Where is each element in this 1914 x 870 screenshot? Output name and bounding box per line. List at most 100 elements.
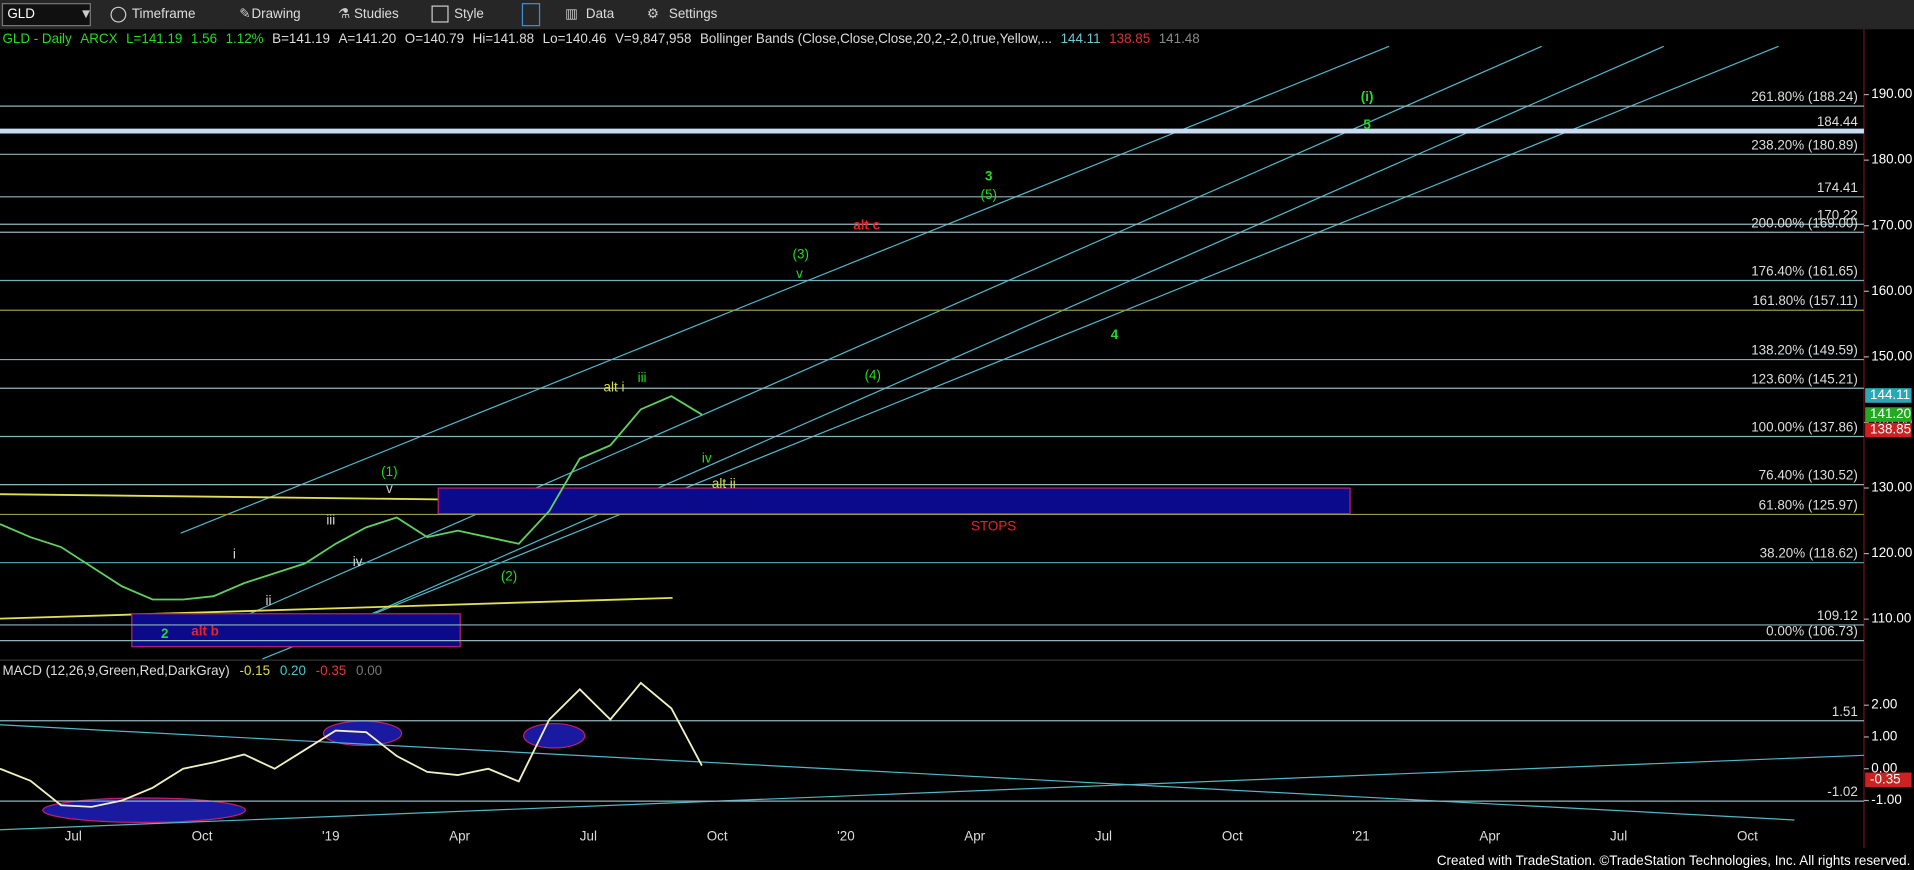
y-tick-label: -1.00 (1871, 792, 1902, 807)
y-tick-label: 1.00 (1871, 729, 1897, 744)
drawing-button[interactable]: Drawing (251, 6, 300, 21)
x-tick-label: Apr (1479, 829, 1500, 844)
wave-label: alt c (853, 217, 880, 232)
price-tag-label: 141.20 (1870, 406, 1911, 421)
studies-button[interactable]: Studies (354, 6, 399, 21)
wave-label: (1) (381, 464, 397, 479)
x-tick-label: Apr (449, 829, 470, 844)
macd-trend-line (0, 724, 1795, 821)
x-tick-label: '19 (322, 829, 339, 844)
wave-label: (4) (865, 367, 881, 382)
price-tag (1865, 388, 1912, 403)
level-label: 161.80% (157.11) (1752, 293, 1858, 308)
wave-label: i (233, 547, 236, 562)
timeframe-icon (110, 6, 127, 23)
level-label: 174.41 (1817, 180, 1858, 195)
x-tick-label: Oct (1222, 829, 1243, 844)
wave-label: 5 (1363, 117, 1371, 132)
macd-line (0, 681, 703, 808)
x-tick-label: Oct (1737, 829, 1758, 844)
level-label: 123.60% (145.21) (1751, 371, 1858, 386)
level-label: 100.00% (137.86) (1751, 419, 1858, 434)
timeframe-button[interactable]: Timeframe (132, 6, 196, 21)
header-item: L=141.19 (126, 31, 182, 46)
wave-label: alt ii (712, 476, 736, 491)
header-item: A=141.20 (338, 31, 396, 46)
header-item: GLD - Daily (2, 31, 72, 46)
data-icon: ▥ (565, 6, 578, 21)
x-tick-label: Jul (1095, 829, 1112, 844)
wave-label: alt i (604, 380, 625, 395)
header-item: 138.85 (1109, 31, 1150, 46)
x-tick-label: '21 (1352, 829, 1369, 844)
trend-line (0, 596, 673, 620)
study-header: MACD (12,26,9,Green,Red,DarkGray) -0.15 0.… (2, 663, 382, 678)
level-label: 238.20% (180.89) (1751, 137, 1858, 152)
toolbar (0, 0, 1914, 30)
drawing-icon: ✎ (239, 6, 250, 21)
wave-label: ii (266, 593, 272, 608)
header-item: Hi=141.88 (473, 31, 535, 46)
study-readout: 0.20 (280, 663, 306, 678)
studies-icon: ⚗ (338, 6, 350, 21)
y-tick-label: 160.00 (1871, 283, 1912, 298)
wave-label: 4 (1111, 327, 1119, 342)
wave-label: v (796, 266, 803, 281)
y-tick-label: 120.00 (1871, 545, 1912, 560)
header-item: 1.12% (226, 31, 264, 46)
header-item: Lo=140.46 (543, 31, 607, 46)
wave-label: iii (638, 370, 647, 385)
level-label: 200.00% (169.00) (1751, 215, 1858, 230)
wave-label: 2 (161, 626, 168, 641)
channel-line (262, 45, 1779, 660)
level-label: -1.02 (1827, 784, 1858, 799)
level-label: 138.20% (149.59) (1751, 343, 1858, 358)
study-readout: 0.00 (356, 663, 382, 678)
level-label: 261.80% (188.24) (1751, 89, 1858, 104)
study-readout: -0.35 (316, 663, 347, 678)
footer: Created with TradeStation. ©TradeStation… (1437, 853, 1910, 868)
level-label: 61.80% (125.97) (1759, 497, 1858, 512)
header-item: Bollinger Bands (Close,Close,Close,20,2,… (700, 31, 1052, 46)
y-tick-label: 2.00 (1871, 697, 1897, 712)
wave-label: iv (702, 450, 712, 465)
wave-label: (i) (1361, 89, 1374, 104)
wave-label: 3 (985, 168, 992, 183)
symbol[interactable]: GLD (7, 6, 35, 21)
wave-label: alt b (191, 624, 219, 639)
wave-label: v (386, 481, 393, 496)
study-readout: -0.15 (240, 663, 271, 678)
header-item: 1.56 (191, 31, 217, 46)
symbol-box[interactable] (1, 3, 91, 27)
y-tick-label: 130.00 (1871, 480, 1912, 495)
channel-line (180, 45, 1390, 534)
wave-label: (2) (501, 569, 517, 584)
price-line (0, 395, 703, 601)
data-button[interactable]: Data (586, 6, 615, 21)
price-tag-label: 138.85 (1870, 422, 1911, 437)
macd-ellipse (322, 720, 403, 747)
level-label: 76.40% (130.52) (1759, 468, 1858, 483)
price-tag (1865, 772, 1912, 788)
layout-icon[interactable] (521, 3, 541, 27)
level-label: 170.22 (1817, 207, 1858, 222)
dropdown-arrow: ▼ (79, 6, 92, 21)
wave-label: iv (353, 554, 363, 569)
wave-label: STOPS (971, 519, 1016, 534)
study-title: MACD (12,26,9,Green,Red,DarkGray) (2, 663, 229, 678)
level-label: 0.00% (106.73) (1766, 624, 1858, 639)
macd-trend-line (0, 754, 1864, 831)
x-tick-label: Apr (964, 829, 985, 844)
y-tick-label: 190.00 (1871, 86, 1912, 101)
level-label: 176.40% (161.65) (1751, 263, 1858, 278)
x-tick-label: Jul (580, 829, 597, 844)
y-tick-label: 110.00 (1871, 611, 1911, 626)
header-readout: GLD - Daily ARCX L=141.19 1.56 1.12% B=141.19… (2, 31, 1199, 46)
style-icon (431, 5, 449, 23)
settings-button[interactable]: Settings (669, 6, 718, 21)
style-button[interactable]: Style (454, 6, 484, 21)
level-label: 184.44 (1817, 114, 1859, 129)
macd-ellipse (523, 722, 586, 749)
